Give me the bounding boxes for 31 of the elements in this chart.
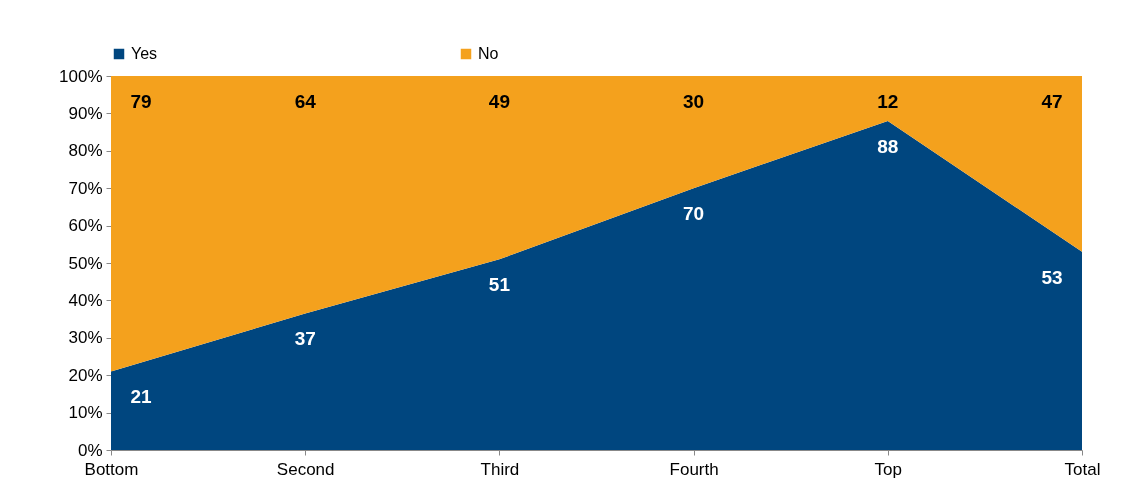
x-tick-label: Second bbox=[276, 459, 335, 479]
x-tick-label: Bottom bbox=[84, 459, 139, 479]
y-tick-label: 90% bbox=[68, 103, 103, 123]
data-label: 21 bbox=[130, 386, 152, 408]
data-label: 47 bbox=[1041, 91, 1063, 112]
legend-label: Yes bbox=[131, 45, 158, 62]
y-tick-label: 30% bbox=[68, 328, 103, 348]
data-label: 53 bbox=[1041, 266, 1063, 288]
data-label: 37 bbox=[294, 328, 316, 350]
data-label: 88 bbox=[877, 135, 899, 157]
x-tick-label: Top bbox=[874, 459, 903, 479]
y-tick-label: 70% bbox=[68, 178, 103, 198]
data-label: 79 bbox=[130, 91, 152, 112]
x-tick-label: Fourth bbox=[669, 459, 719, 479]
x-tick-label: Third bbox=[480, 459, 520, 479]
y-tick-label: 100% bbox=[59, 66, 103, 86]
data-label: 30 bbox=[683, 91, 705, 112]
y-tick-label: 80% bbox=[68, 141, 103, 161]
data-label: 49 bbox=[488, 91, 510, 112]
data-label: 51 bbox=[488, 274, 511, 296]
x-tick-label: Total bbox=[1064, 459, 1101, 479]
y-tick-label: 10% bbox=[68, 403, 103, 423]
y-tick-label: 50% bbox=[68, 253, 103, 273]
data-label: 70 bbox=[683, 203, 705, 225]
legend-label: No bbox=[478, 45, 499, 62]
y-tick-label: 60% bbox=[68, 216, 103, 236]
y-tick-label: 20% bbox=[68, 365, 103, 385]
data-label: 12 bbox=[877, 91, 899, 112]
y-tick-label: 40% bbox=[68, 290, 103, 310]
y-tick-label: 0% bbox=[77, 440, 103, 460]
data-label: 64 bbox=[294, 91, 317, 112]
